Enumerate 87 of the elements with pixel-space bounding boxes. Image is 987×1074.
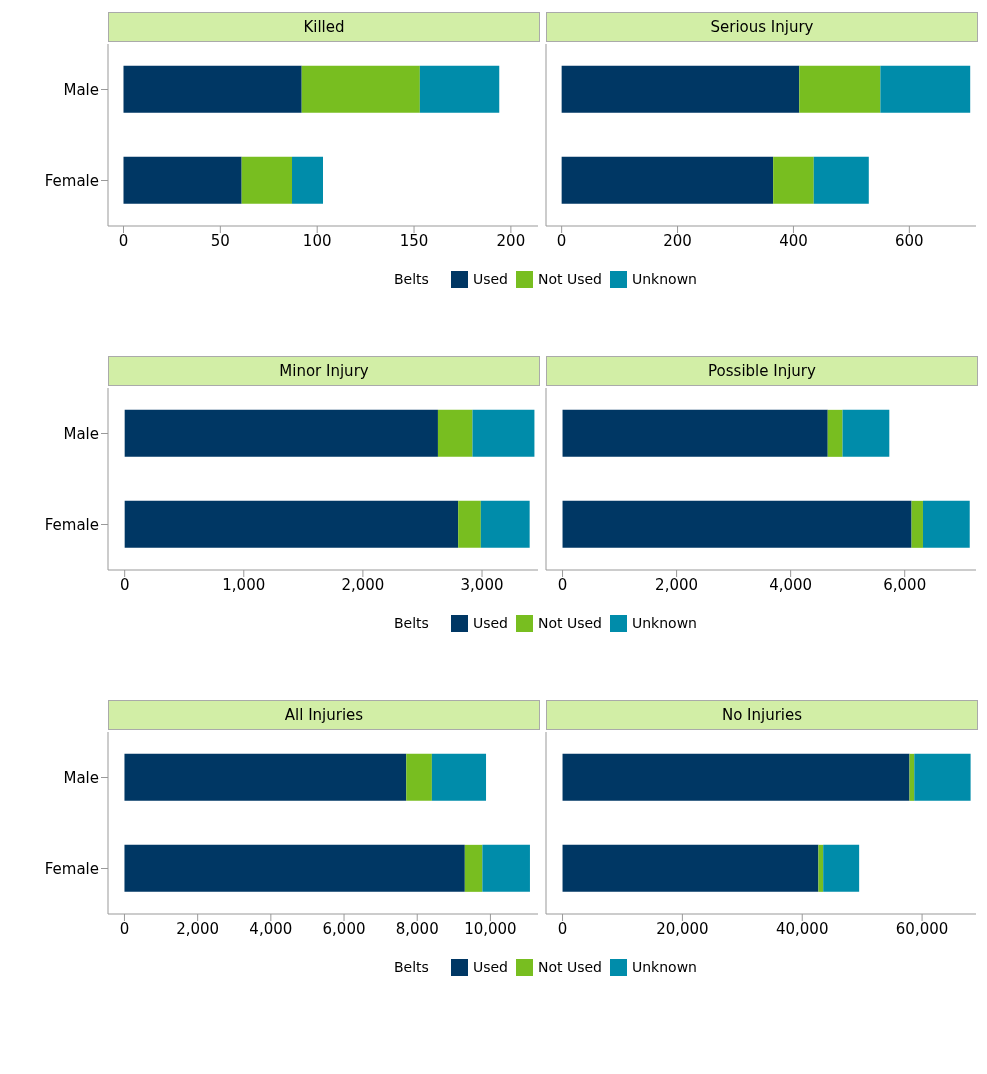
chart-title: Serious Injury <box>546 12 978 42</box>
legend-label: Used <box>472 271 508 287</box>
bar <box>827 409 843 457</box>
legend-label: Unknown <box>631 271 697 287</box>
bar <box>562 500 912 548</box>
bar <box>464 844 483 892</box>
legend-label: Used <box>472 615 508 631</box>
legend-label: Used <box>472 959 508 975</box>
chart-title: Possible Injury <box>546 356 978 386</box>
legend-title: Belts <box>394 271 429 287</box>
y-tick-label: Female <box>44 171 99 190</box>
x-tick-label: 400 <box>779 231 808 250</box>
x-tick-label: 6,000 <box>322 919 366 938</box>
x-tick-label: 2,000 <box>341 575 385 594</box>
bar <box>124 409 438 457</box>
x-tick-label: 8,000 <box>395 919 439 938</box>
bar <box>799 65 881 113</box>
bar <box>482 844 530 892</box>
bar <box>813 156 869 204</box>
bar <box>123 156 242 204</box>
chart-title: Minor Injury <box>108 356 540 386</box>
legend-label: Not Used <box>537 959 602 975</box>
bar <box>123 65 302 113</box>
x-tick-label: 10,000 <box>464 919 517 938</box>
bar <box>431 753 487 801</box>
bar <box>292 156 323 204</box>
y-tick-label: Female <box>44 859 99 878</box>
bar <box>437 409 473 457</box>
y-tick-label: Male <box>63 768 99 787</box>
bar <box>124 844 465 892</box>
bar <box>914 753 971 801</box>
legend-title: Belts <box>394 959 429 975</box>
x-tick-label: 0 <box>557 919 568 938</box>
y-tick-label: Male <box>63 424 99 443</box>
bar <box>124 753 407 801</box>
x-tick-label: 0 <box>557 575 568 594</box>
y-tick-label: Female <box>44 515 99 534</box>
chart-title: All Injuries <box>108 700 540 730</box>
x-tick-label: 4,000 <box>249 919 293 938</box>
bar <box>562 753 910 801</box>
bar <box>124 500 459 548</box>
x-tick-label: 0 <box>119 575 130 594</box>
bar <box>561 156 774 204</box>
x-tick-label: 0 <box>118 231 129 250</box>
bar <box>472 409 535 457</box>
bar <box>562 409 828 457</box>
x-tick-label: 600 <box>895 231 924 250</box>
bar <box>909 753 915 801</box>
bar <box>823 844 860 892</box>
x-tick-label: 40,000 <box>775 919 829 938</box>
x-tick-label: 200 <box>496 231 526 250</box>
x-tick-label: 4,000 <box>769 575 813 594</box>
legend-label: Unknown <box>631 959 697 975</box>
bar <box>880 65 971 113</box>
bar <box>922 500 970 548</box>
bar <box>911 500 923 548</box>
bar <box>562 844 819 892</box>
chart-title: Killed <box>108 12 540 42</box>
x-tick-label: 150 <box>399 231 429 250</box>
bar <box>241 156 293 204</box>
x-tick-label: 2,000 <box>655 575 699 594</box>
legend-label: Not Used <box>537 615 602 631</box>
x-tick-label: 200 <box>663 231 692 250</box>
x-tick-label: 60,000 <box>895 919 949 938</box>
bar <box>818 844 824 892</box>
x-tick-label: 0 <box>119 919 130 938</box>
chart-title: No Injuries <box>546 700 978 730</box>
y-tick-label: Male <box>63 80 99 99</box>
x-tick-label: 2,000 <box>176 919 220 938</box>
x-tick-label: 100 <box>302 231 332 250</box>
bar <box>406 753 432 801</box>
bar <box>301 65 420 113</box>
bar <box>480 500 530 548</box>
legend-label: Unknown <box>631 615 697 631</box>
legend-title: Belts <box>394 615 429 631</box>
x-tick-label: 3,000 <box>460 575 504 594</box>
bar <box>458 500 481 548</box>
bar <box>842 409 890 457</box>
x-tick-label: 6,000 <box>883 575 927 594</box>
x-tick-label: 50 <box>210 231 230 250</box>
bar <box>419 65 500 113</box>
x-tick-label: 0 <box>556 231 567 250</box>
x-tick-label: 20,000 <box>656 919 709 938</box>
bar <box>561 65 800 113</box>
x-tick-label: 1,000 <box>222 575 266 594</box>
legend-label: Not Used <box>537 271 602 287</box>
bar <box>773 156 814 204</box>
